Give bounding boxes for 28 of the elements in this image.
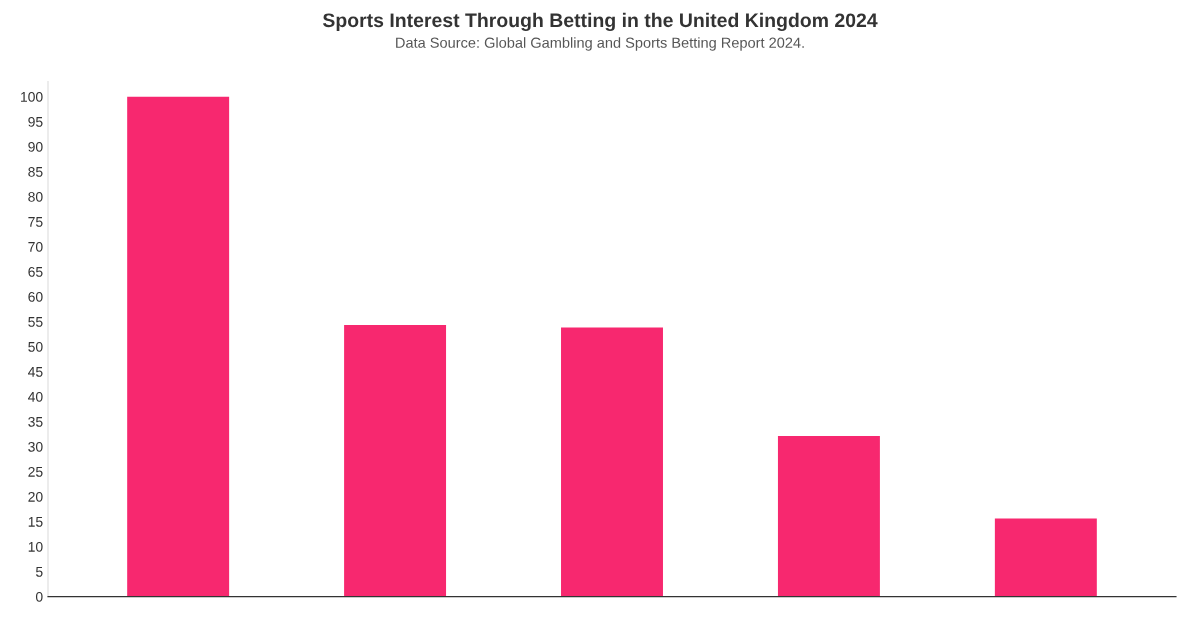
bar — [561, 327, 663, 597]
y-tick-label: 40 — [28, 391, 43, 402]
y-tick-label: 90 — [28, 141, 43, 152]
y-tick-label: 45 — [28, 367, 43, 377]
y-tick-label: 35 — [28, 416, 43, 427]
y-tick-label: 50 — [28, 341, 43, 352]
y-tick-label: 75 — [28, 217, 43, 227]
bar — [344, 325, 447, 597]
y-tick-label: 15 — [28, 517, 43, 527]
bar — [777, 436, 880, 597]
y-tick-label: 55 — [28, 317, 43, 327]
y-tick-label: 95 — [28, 116, 43, 127]
chart-subtitle: Data Source: Global Gambling and Sports Betting Report 2024. — [396, 37, 804, 51]
y-tick-label: 30 — [28, 441, 43, 452]
y-tick-label: 10 — [28, 541, 43, 552]
y-tick-label: 60 — [28, 291, 43, 302]
bar — [994, 518, 1097, 597]
bar — [127, 96, 230, 597]
y-tick-label: 85 — [28, 166, 43, 177]
chart-title: Sports Interest Through Betting in the United Kingdom 2024 — [322, 12, 878, 32]
y-tick-label: 65 — [28, 266, 43, 277]
y-tick-label: 0 — [35, 591, 43, 602]
y-tick-label: 20 — [28, 491, 43, 502]
y-tick-label: 100 — [21, 91, 43, 102]
y-tick-label: 5 — [35, 567, 43, 577]
y-tick-label: 80 — [28, 191, 43, 202]
y-tick-label: 25 — [28, 466, 43, 477]
y-tick-label: 70 — [28, 241, 43, 252]
